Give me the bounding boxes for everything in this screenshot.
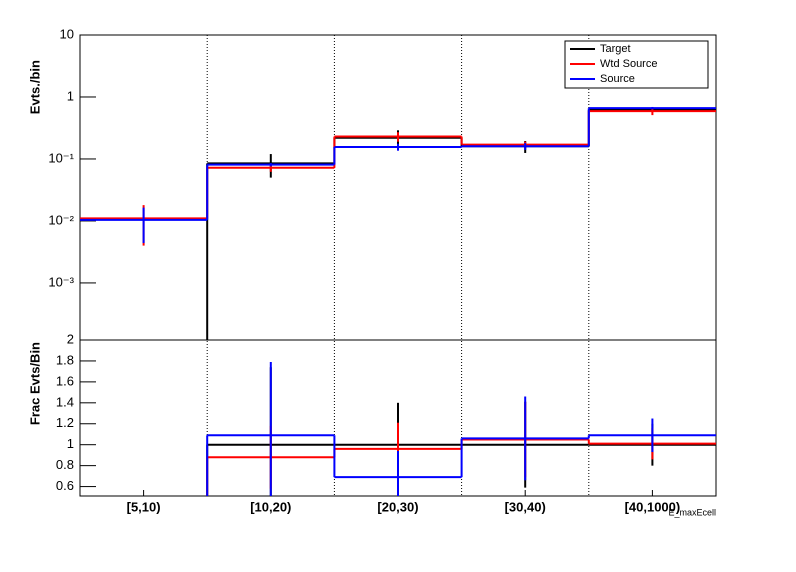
y-axis-label: Evts./bin bbox=[27, 60, 42, 114]
y-tick-label: 1 bbox=[67, 88, 74, 103]
y-tick-label: 0.8 bbox=[56, 457, 74, 472]
y-tick-label: 10 bbox=[60, 26, 74, 41]
y-tick-label: 1.8 bbox=[56, 352, 74, 367]
x-axis-label: E_maxEcell bbox=[668, 507, 716, 517]
y-tick-label: 2 bbox=[67, 331, 74, 346]
y-tick-label: 1.2 bbox=[56, 415, 74, 430]
plot-area bbox=[206, 361, 716, 496]
x-tick-label: [5,10) bbox=[127, 499, 161, 514]
legend-label: Target bbox=[600, 43, 631, 55]
plot-area bbox=[80, 106, 716, 340]
y-tick-label: 0.6 bbox=[56, 478, 74, 493]
x-tick-label: [20,30) bbox=[377, 499, 418, 514]
x-tick-label: [40,1000) bbox=[625, 499, 681, 514]
x-tick-label: [30,40) bbox=[505, 499, 546, 514]
legend-label: Source bbox=[600, 73, 635, 85]
y-tick-label: 10⁻¹ bbox=[48, 150, 74, 165]
y-tick-label: 1 bbox=[67, 436, 74, 451]
y-tick-label: 10⁻² bbox=[48, 212, 74, 227]
legend-label: Wtd Source bbox=[600, 58, 657, 70]
y-tick-label: 10⁻³ bbox=[48, 274, 74, 289]
y-tick-label: 1.4 bbox=[56, 394, 74, 409]
x-tick-label: [10,20) bbox=[250, 499, 291, 514]
y-tick-label: 1.6 bbox=[56, 373, 74, 388]
y-axis-label: Frac Evts/Bin bbox=[27, 342, 42, 425]
